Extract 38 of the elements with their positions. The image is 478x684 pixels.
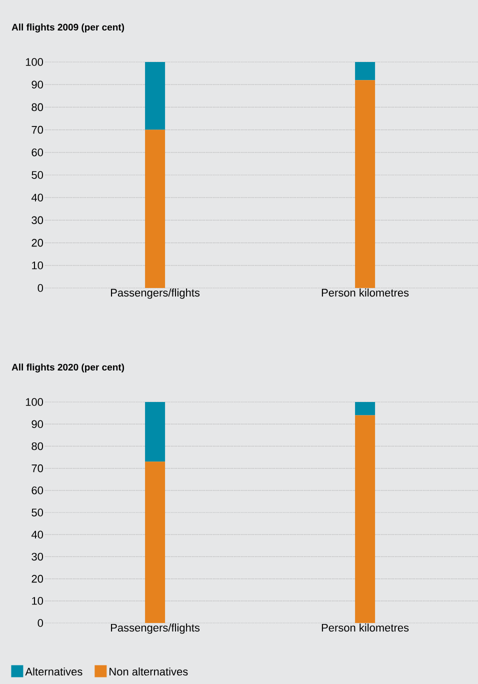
y-tick-label: 100 <box>26 398 43 406</box>
y-tick-label: 90 <box>32 420 43 428</box>
y-tick-label: 60 <box>32 486 43 494</box>
bar <box>354 415 375 623</box>
y-tick-label: 100 <box>26 58 43 66</box>
legend-label: Non alternatives <box>109 667 188 676</box>
y-tick-label: 70 <box>32 464 43 472</box>
y-tick-label: 40 <box>31 194 43 202</box>
chart-title: All flights 2009 (per cent) <box>12 24 124 32</box>
y-tick-label: 10 <box>32 597 43 605</box>
x-tick-label: Passengers/flights <box>110 624 200 634</box>
bar <box>144 130 165 288</box>
bar <box>354 62 375 80</box>
y-tick-label: 60 <box>32 148 43 156</box>
x-tick-label: Passengers/flights <box>110 288 200 299</box>
y-tick-label: 90 <box>32 80 43 88</box>
y-tick-label: 80 <box>32 103 43 112</box>
y-tick-label: 50 <box>32 508 43 516</box>
y-tick-label: 30 <box>32 552 43 561</box>
chart-title: All flights 2020 (per cent) <box>12 364 124 372</box>
legend-label: Alternatives <box>25 667 82 676</box>
y-tick-label: 70 <box>32 126 43 134</box>
x-tick-label: Person kilometres <box>322 288 408 297</box>
y-tick-label: 50 <box>32 171 43 179</box>
y-tick-label: 30 <box>32 216 43 224</box>
bar <box>144 462 165 623</box>
y-tick-label: 0 <box>38 284 43 292</box>
y-tick-label: 0 <box>38 619 43 627</box>
y-tick-label: 80 <box>32 442 43 450</box>
y-tick-label: 10 <box>32 262 43 270</box>
bar <box>354 80 375 288</box>
y-tick-label: 40 <box>31 530 43 538</box>
y-tick-label: 20 <box>32 574 43 583</box>
bar <box>354 402 375 416</box>
x-tick-label: Person kilometres <box>322 624 408 632</box>
bar <box>144 402 165 462</box>
bar <box>144 62 165 130</box>
y-tick-label: 20 <box>32 238 43 247</box>
